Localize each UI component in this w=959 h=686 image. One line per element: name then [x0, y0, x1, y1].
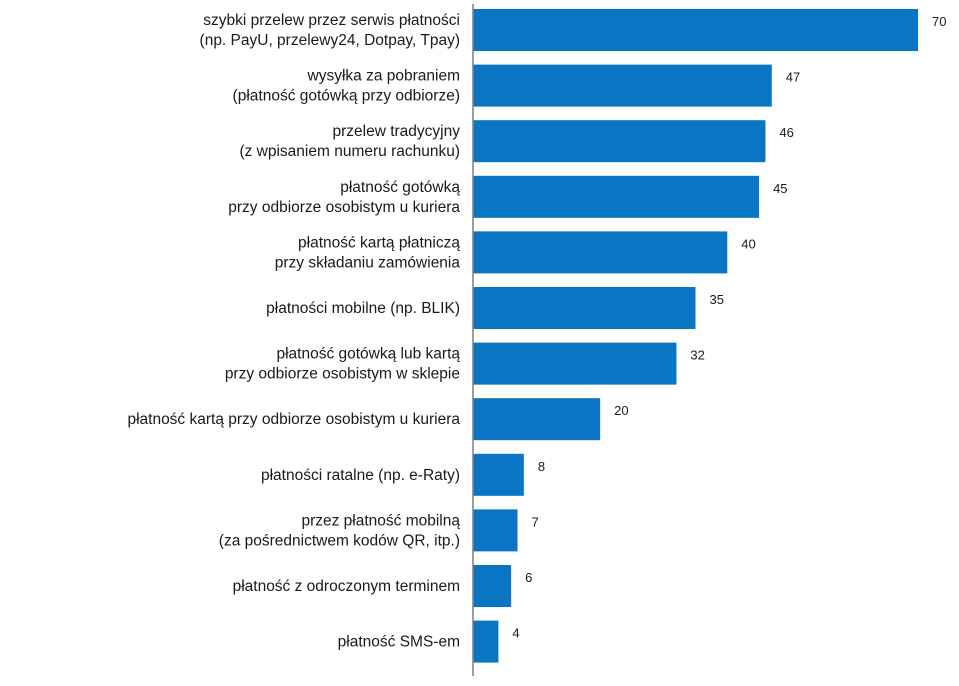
category-label-line: przez płatność mobilną: [301, 512, 460, 529]
bar-2: [473, 120, 766, 163]
category-label-0: szybki przelew przez serwis płatności (np…: [200, 12, 460, 49]
category-label-line: płatność gotówką: [340, 179, 460, 196]
category-label-9: przez płatność mobilną (za pośrednictwem …: [219, 512, 461, 549]
category-label-5: płatności mobilne (np. BLIK): [266, 300, 460, 317]
category-label-1: wysyłka za pobraniem (płatność gotówką pr…: [233, 68, 460, 105]
value-label-7: 20: [614, 403, 628, 418]
bar-0: [473, 9, 918, 51]
value-label-6: 32: [690, 348, 704, 363]
category-label-2: przelew tradycyjny (z wpisaniem numeru ra…: [239, 123, 460, 160]
category-label-4: płatność kartą płatniczą przy składaniu z…: [275, 234, 461, 271]
value-label-5: 35: [710, 292, 724, 307]
value-label-2: 46: [779, 125, 793, 140]
category-label-line: płatność kartą płatniczą: [298, 234, 460, 251]
category-label-line: płatności mobilne (np. BLIK): [266, 300, 460, 317]
bar-9: [473, 509, 518, 552]
category-label-10: płatność z odroczonym terminem: [233, 578, 460, 595]
bar-1: [473, 64, 772, 107]
value-label-11: 4: [512, 626, 519, 641]
bars-group: [473, 9, 918, 663]
bar-5: [473, 287, 696, 329]
category-label-8: płatności ratalne (np. e-Raty): [261, 467, 460, 484]
category-label-7: płatność kartą przy odbiorze osobistym u…: [127, 411, 460, 428]
bar-4: [473, 231, 728, 274]
value-label-10: 6: [525, 570, 532, 585]
bar-6: [473, 342, 677, 385]
bar-3: [473, 175, 760, 218]
bar-7: [473, 398, 601, 441]
category-label-line: przy składaniu zamówienia: [275, 254, 461, 271]
category-label-line: szybki przelew przez serwis płatności: [203, 12, 460, 29]
category-labels-group: szybki przelew przez serwis płatności (np…: [127, 12, 460, 651]
value-label-1: 47: [786, 70, 800, 85]
category-label-line: (za pośrednictwem kodów QR, itp.): [219, 532, 460, 549]
category-label-6: płatność gotówką lub kartą przy odbiorze …: [225, 346, 461, 383]
category-label-line: przy odbiorze osobistym w sklepie: [225, 366, 460, 383]
category-label-line: płatność z odroczonym terminem: [233, 578, 460, 595]
value-label-4: 40: [741, 236, 755, 251]
bar-8: [473, 453, 524, 496]
category-label-3: płatność gotówką przy odbiorze osobistym …: [228, 179, 460, 216]
category-label-line: płatności ratalne (np. e-Raty): [261, 467, 460, 484]
category-label-line: przy odbiorze osobistym u kuriera: [228, 199, 460, 216]
category-label-line: (z wpisaniem numeru rachunku): [239, 143, 460, 160]
value-label-9: 7: [532, 514, 539, 529]
bar-10: [473, 565, 512, 607]
value-label-0: 70: [932, 14, 946, 29]
category-label-line: płatność gotówką lub kartą: [276, 346, 460, 363]
category-label-line: (płatność gotówką przy odbiorze): [233, 88, 460, 105]
category-label-line: przelew tradycyjny: [333, 123, 461, 140]
category-label-line: (np. PayU, przelewy24, Dotpay, Tpay): [200, 32, 460, 49]
category-label-line: płatność kartą przy odbiorze osobistym u…: [127, 411, 460, 428]
value-label-3: 45: [773, 181, 787, 196]
category-label-line: płatność SMS-em: [338, 634, 460, 651]
value-label-8: 8: [538, 459, 545, 474]
category-label-11: płatność SMS-em: [338, 634, 460, 651]
bar-11: [473, 620, 499, 663]
value-labels-group: 70 47 46 45 40 35 32 20 8 7 6 4: [512, 14, 946, 641]
category-label-line: wysyłka za pobraniem: [307, 68, 460, 85]
